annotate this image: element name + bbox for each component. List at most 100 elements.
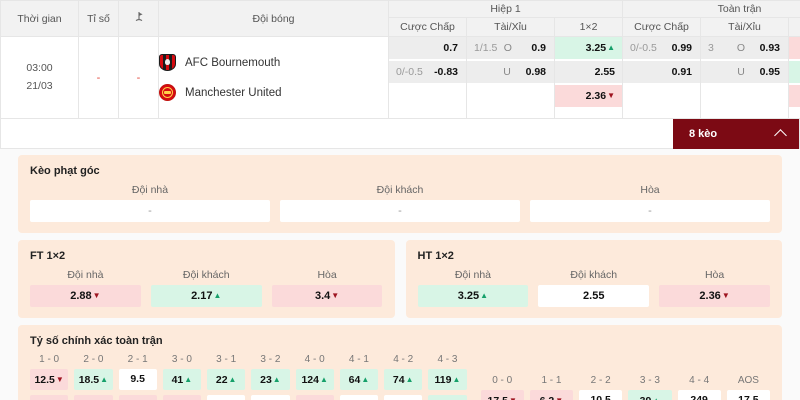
arrow-up-icon: ▲: [228, 375, 237, 384]
ft-1x2-title: FT 1×2: [30, 250, 66, 262]
arrow-down-icon: ▼: [92, 291, 101, 300]
h1-handicap-value: 0.7: [443, 42, 458, 54]
correct-score-cell[interactable]: 10.5: [579, 390, 623, 400]
header-score: Tỉ số: [78, 0, 119, 37]
correct-score-cell[interactable]: 37: [339, 395, 379, 400]
correct-score-cell[interactable]: 124▲: [295, 369, 334, 390]
away-team-row[interactable]: Manchester United: [159, 78, 388, 108]
correct-score-cell[interactable]: 19: [251, 395, 290, 400]
corner-odds-columns: Đội nhà - Đội khách - Hòa -: [30, 184, 770, 222]
correct-score-cell[interactable]: 6.2▼: [529, 390, 574, 400]
correct-score-cell[interactable]: 249: [677, 390, 721, 400]
ft-1x2-value[interactable]: 2.17▲: [150, 285, 262, 307]
h1-overunder-row[interactable]: U 0.98: [467, 61, 554, 83]
ft-handicap-row[interactable]: 0.91: [623, 61, 700, 83]
correct-score-cell[interactable]: 41▲: [162, 369, 202, 390]
ft-overunder-tag: O: [736, 42, 746, 54]
correct-score-cell[interactable]: 18.5▲: [74, 369, 113, 390]
match-odds-table: Thời gian Tỉ số Đội bóng Hiệp 1 Toàn trậ…: [0, 0, 800, 119]
h1-1x2-row[interactable]: 3.25▲: [555, 37, 622, 59]
arrow-up-icon: ▲: [405, 375, 414, 384]
ht-1x2-title: HT 1×2: [417, 250, 454, 262]
correct-score-cell[interactable]: 14.5: [207, 395, 246, 400]
ft-1x2-row[interactable]: 3.4▼: [789, 85, 800, 107]
ht-1x2-label: Hòa: [704, 269, 725, 281]
ft-1x2-value[interactable]: 3.4▼: [271, 285, 383, 307]
ft-overunder-cell[interactable]: 3 O 0.93 U 0.95: [700, 36, 789, 119]
match-time-cell: 03:00 21/03: [0, 36, 79, 119]
correct-score-cell[interactable]: 119▲: [428, 369, 467, 390]
manchester-united-logo-icon: [159, 84, 176, 101]
correct-score-header: 4 - 3: [437, 354, 458, 365]
ft-1x2-row[interactable]: 2.17▲: [789, 61, 800, 83]
h1-1x2-row[interactable]: 2.55: [555, 61, 622, 83]
correct-score-cell[interactable]: 17.5▼: [480, 390, 524, 400]
correct-score-header: 4 - 2: [393, 354, 414, 365]
h1-handicap-row[interactable]: 0.7: [389, 37, 466, 59]
h1-overunder-cell[interactable]: 1/1.5 O 0.9 U 0.98: [466, 36, 555, 119]
correct-score-cell[interactable]: 22▲: [207, 369, 246, 390]
expand-odds-button[interactable]: 8 kèo: [673, 119, 799, 149]
header-teams: Đội bóng: [158, 0, 389, 37]
pin-icon[interactable]: [118, 0, 159, 37]
h1-handicap-cell[interactable]: 0.7 0/-0.5 -0.83: [388, 36, 467, 119]
ft-1x2-column: Đội khách 2.17▲: [150, 269, 262, 307]
ft-overunder-value: 0.95: [759, 66, 780, 78]
arrow-up-icon: ▲: [184, 375, 193, 384]
arrow-up-icon: ▲: [213, 291, 222, 300]
arrow-down-icon: ▼: [55, 375, 64, 384]
header-h1-handicap: Cược Chấp: [388, 17, 467, 37]
ft-handicap-cell[interactable]: 0/-0.5 0.99 0.91: [622, 36, 701, 119]
correct-score-cell[interactable]: 59▼: [295, 395, 334, 400]
correct-score-cell[interactable]: 39▲: [628, 390, 672, 400]
ht-1x2-value[interactable]: 2.55: [538, 285, 650, 307]
correct-score-header: AOS: [737, 375, 759, 386]
correct-score-header: 3 - 2: [260, 354, 281, 365]
ft-1x2-cell[interactable]: 2.88▼ 2.17▲ 3.4▼: [787, 36, 800, 119]
expand-odds-label: 8 kèo: [689, 128, 718, 140]
ft-1x2-value[interactable]: 2.88▼: [30, 285, 141, 307]
h1-overunder-row[interactable]: 1/1.5 O 0.9: [467, 37, 554, 59]
ft-overunder-row[interactable]: 3 O 0.93: [701, 37, 788, 59]
correct-score-cell[interactable]: 64▲: [339, 369, 379, 390]
correct-score-cell[interactable]: 10▼: [30, 395, 69, 400]
correct-score-title: Tỷ số chính xác toàn trận: [30, 335, 163, 347]
correct-score-cell[interactable]: 9.5: [118, 369, 157, 390]
correct-score-cell[interactable]: 89▲: [428, 395, 467, 400]
h1-handicap-value: -0.83: [434, 66, 458, 78]
corner-odds-value[interactable]: -: [30, 200, 270, 222]
corner-odds-value[interactable]: -: [530, 200, 770, 222]
correct-score-cell[interactable]: 23▼: [162, 395, 202, 400]
ft-handicap-row[interactable]: 0/-0.5 0.99: [623, 37, 700, 59]
correct-score-cell[interactable]: 23▲: [251, 369, 290, 390]
correct-score-header: 2 - 0: [83, 354, 104, 365]
header-h1-overunder: Tài/Xỉu: [466, 17, 555, 37]
ht-1x2-value[interactable]: 2.36▼: [659, 285, 770, 307]
ht-1x2-value[interactable]: 3.25▲: [417, 285, 529, 307]
corner-odds-title: Kèo phạt góc: [30, 165, 100, 177]
header-sub-row: Cược Chấp Tài/Xỉu 1×2 Cược Chấp Tài/Xỉu …: [1, 17, 800, 37]
ht-1x2-label: Đội nhà: [454, 269, 492, 281]
arrow-up-icon: ▲: [452, 375, 461, 384]
h1-1x2-row[interactable]: 2.36▼: [555, 85, 622, 107]
ft-1x2-columns: Đội nhà 2.88▼ Đội khách 2.17▲ Hòa 3.4▼: [30, 269, 383, 307]
teams-cell[interactable]: AFC Bournemouth Manchester United: [158, 36, 389, 119]
corner-odds-column: Đội khách -: [280, 184, 520, 222]
ft-1x2-value: 3.4▼: [789, 90, 800, 102]
ft-overunder-row[interactable]: U 0.95: [701, 61, 788, 83]
correct-score-cell[interactable]: 12.5▼: [74, 395, 113, 400]
h1-handicap-row[interactable]: 0/-0.5 -0.83: [389, 61, 466, 83]
correct-score-cell[interactable]: 74▲: [384, 369, 423, 390]
corner-odds-value[interactable]: -: [280, 200, 520, 222]
home-team-row[interactable]: AFC Bournemouth: [159, 48, 388, 78]
match-row[interactable]: 03:00 21/03 - - AFC Bournemouth Manchest…: [0, 36, 800, 119]
correct-score-cell[interactable]: 7.6▼: [118, 395, 157, 400]
header-ft-1x2: 1×2: [787, 17, 800, 37]
bournemouth-logo-icon: [159, 54, 176, 71]
h1-1x2-cell[interactable]: 3.25▲ 2.55 2.36▼: [554, 36, 623, 119]
correct-score-cell[interactable]: 47: [384, 395, 423, 400]
ft-1x2-row[interactable]: 2.88▼: [789, 37, 800, 59]
correct-score-cell[interactable]: 12.5▼: [30, 369, 69, 390]
correct-score-cell[interactable]: 17.5: [726, 390, 770, 400]
